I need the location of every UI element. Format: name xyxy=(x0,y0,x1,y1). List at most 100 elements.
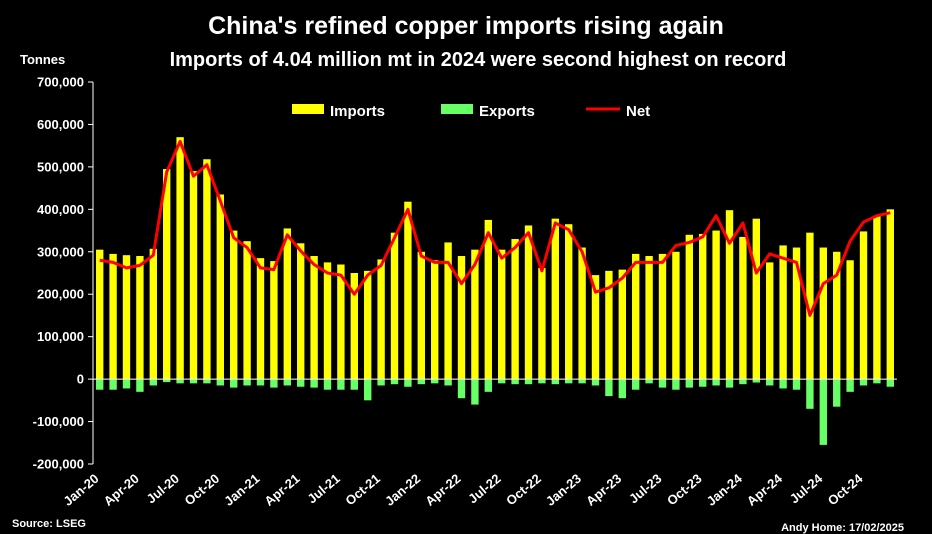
imports-bar-Mar-22 xyxy=(444,242,452,380)
exports-bar-Jul-20 xyxy=(176,379,184,384)
exports-bar-Sep-24 xyxy=(846,379,854,392)
exports-bar-Mar-22 xyxy=(444,379,452,386)
axes xyxy=(92,82,897,464)
exports-bar-May-20 xyxy=(149,379,157,386)
y-tick-label: 600,000 xyxy=(37,117,84,132)
x-tick-label: Jan-21 xyxy=(221,471,262,509)
x-tick-label: Jul-23 xyxy=(626,471,664,507)
exports-bar-Nov-23 xyxy=(712,379,720,386)
imports-bar-Feb-23 xyxy=(591,275,600,380)
imports-bar-Jul-22 xyxy=(498,249,506,380)
imports-bar-Aug-21 xyxy=(350,273,358,380)
imports-bar-Aug-23 xyxy=(672,251,680,380)
exports-bar-Nov-24 xyxy=(873,379,881,384)
exports-bar-Dec-24 xyxy=(886,379,894,387)
imports-bar-Jun-20 xyxy=(163,169,171,380)
imports-bar-Jan-23 xyxy=(578,247,586,380)
imports-bar-Apr-20 xyxy=(136,256,144,380)
exports-bar-Mar-23 xyxy=(605,379,613,397)
y-tick-label: -200,000 xyxy=(33,457,84,472)
x-tick-label: Apr-22 xyxy=(422,471,463,509)
legend: Imports Exports Net xyxy=(292,103,650,120)
exports-bar-Jun-24 xyxy=(806,379,814,409)
exports-bar-Mar-24 xyxy=(766,379,774,386)
exports-bar-Feb-21 xyxy=(270,379,278,388)
exports-bar-Jul-23 xyxy=(658,379,667,388)
y-tick-label: 0 xyxy=(77,372,84,387)
exports-bar-Oct-22 xyxy=(538,379,546,384)
source-note: Source: LSEG xyxy=(12,518,86,530)
exports-bar-Apr-21 xyxy=(297,379,305,387)
chart-subtitle: Imports of 4.04 million mt in 2024 were … xyxy=(170,49,787,71)
imports-bar-Oct-22 xyxy=(538,267,546,380)
author-note: Andy Home: 17/02/2025 xyxy=(781,522,904,534)
x-tick-label: Oct-23 xyxy=(664,471,705,509)
imports-bar-Mar-21 xyxy=(283,228,291,380)
imports-bar-Dec-24 xyxy=(886,209,894,380)
exports-bars xyxy=(96,379,894,445)
exports-bar-Sep-22 xyxy=(524,379,533,385)
imports-bar-Aug-22 xyxy=(511,239,519,380)
x-tick-label: Jul-21 xyxy=(304,471,342,507)
x-tick-label: Jul-20 xyxy=(144,471,182,507)
y-axis: -200,000 -100,000 0 100,000 200,000 300,000 40… xyxy=(33,75,93,472)
imports-bar-Oct-24 xyxy=(859,231,868,380)
exports-bar-May-22 xyxy=(471,379,479,405)
imports-bar-Aug-24 xyxy=(833,251,841,380)
y-tick-label: 400,000 xyxy=(37,202,84,217)
x-tick-label: Jan-24 xyxy=(704,470,746,508)
imports-bar-Jul-23 xyxy=(658,253,667,380)
exports-bar-Mar-21 xyxy=(283,379,291,386)
x-tick-label: Jul-22 xyxy=(465,471,503,507)
y-tick-label: 100,000 xyxy=(37,329,84,344)
exports-bar-Jun-21 xyxy=(323,379,332,390)
imports-bar-Mar-23 xyxy=(605,270,613,380)
x-tick-label: Apr-24 xyxy=(744,470,786,508)
imports-bar-Jan-22 xyxy=(417,251,425,380)
imports-bar-Apr-24 xyxy=(779,245,787,380)
y-tick-label: -100,000 xyxy=(33,414,84,429)
imports-bar-Jul-20 xyxy=(176,137,184,380)
exports-bar-Oct-23 xyxy=(699,379,707,387)
exports-bar-Jan-20 xyxy=(96,379,104,390)
exports-bar-Aug-20 xyxy=(189,379,198,384)
exports-bar-Jul-22 xyxy=(498,379,506,384)
chart-title: China's refined copper imports rising ag… xyxy=(208,12,724,40)
imports-bar-Feb-20 xyxy=(109,253,117,380)
exports-bar-Oct-21 xyxy=(377,379,385,386)
imports-bar-Mar-24 xyxy=(766,262,774,380)
legend-swatch-exports xyxy=(441,104,473,114)
imports-bar-May-22 xyxy=(471,249,479,380)
exports-bar-Aug-22 xyxy=(511,379,519,385)
imports-bar-Jun-24 xyxy=(806,232,814,380)
exports-bar-Aug-24 xyxy=(833,379,841,407)
imports-bar-Mar-20 xyxy=(122,255,131,380)
exports-bar-Dec-21 xyxy=(404,379,412,387)
imports-bar-Jun-23 xyxy=(645,256,653,380)
imports-bar-Sep-20 xyxy=(203,159,211,380)
imports-bar-Apr-21 xyxy=(297,243,305,380)
imports-bar-Dec-22 xyxy=(565,224,573,380)
exports-bar-Jan-21 xyxy=(256,379,265,386)
exports-bar-Sep-20 xyxy=(203,379,211,384)
imports-bar-Nov-22 xyxy=(551,218,559,380)
imports-bar-Oct-21 xyxy=(377,259,385,380)
exports-bar-Apr-22 xyxy=(457,379,466,399)
y-tick-label: 500,000 xyxy=(37,159,84,174)
x-tick-label: Apr-23 xyxy=(583,471,624,509)
exports-bar-Nov-20 xyxy=(230,379,238,388)
imports-bar-Jun-21 xyxy=(323,262,332,380)
imports-bar-Apr-22 xyxy=(457,256,466,380)
x-tick-label: Jan-20 xyxy=(60,471,101,509)
imports-bar-Nov-21 xyxy=(390,232,399,380)
imports-bar-Jul-21 xyxy=(337,264,345,380)
imports-bar-May-23 xyxy=(632,253,640,380)
imports-bar-Dec-21 xyxy=(404,201,412,380)
imports-bar-Jan-21 xyxy=(256,258,265,380)
exports-bar-Sep-23 xyxy=(685,379,693,388)
exports-bar-Jan-22 xyxy=(417,379,425,385)
imports-bar-May-21 xyxy=(310,256,318,380)
imports-bar-Jan-24 xyxy=(739,236,747,380)
legend-label-imports: Imports xyxy=(330,103,385,120)
